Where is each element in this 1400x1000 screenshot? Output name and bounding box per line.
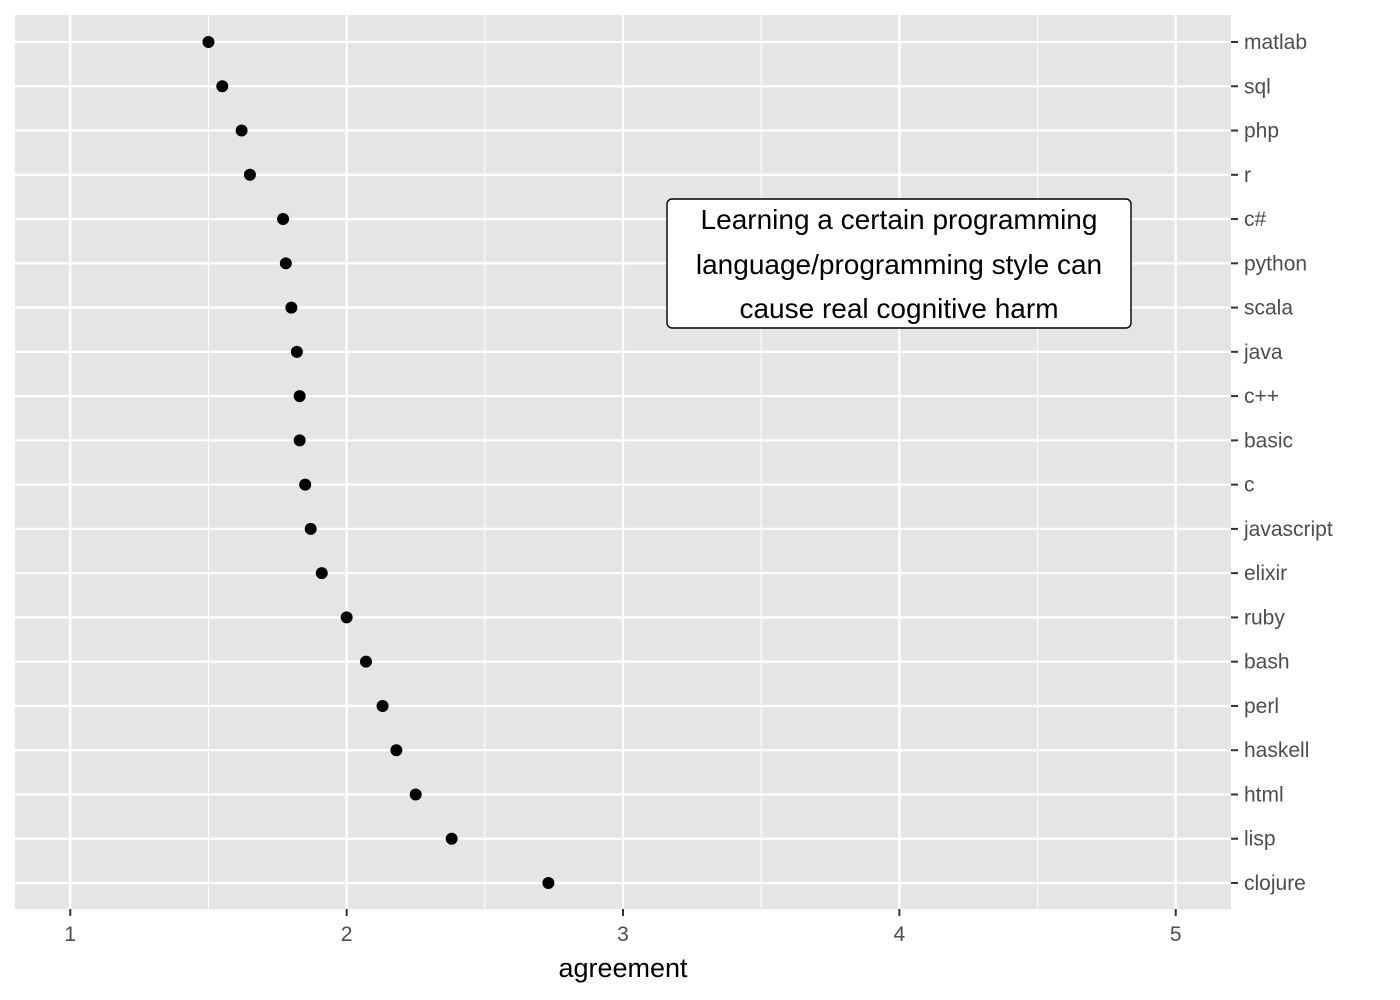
x-tick-label: 3 [617, 923, 629, 946]
y-tick-label: python [1244, 252, 1307, 275]
y-tick-label: javascript [1243, 518, 1333, 541]
data-point [542, 877, 555, 889]
y-tick-label: c# [1244, 208, 1267, 231]
data-point [202, 36, 215, 48]
y-tick-label: scala [1244, 297, 1293, 320]
data-point [243, 168, 256, 181]
grid-minor [207, 15, 1039, 909]
y-tick-label: r [1244, 164, 1251, 187]
data-points [202, 36, 555, 889]
annotation-line-3: cause real cognitive harm [739, 293, 1058, 324]
y-tick-label: matlab [1244, 31, 1307, 54]
annotation-line-2: language/programming style can [696, 249, 1102, 280]
y-tick-label: php [1244, 120, 1279, 143]
y-tick-label: clojure [1244, 872, 1306, 895]
data-point [445, 832, 458, 845]
y-tick-label: perl [1244, 695, 1279, 718]
annotation-line-1: Learning a certain programming [701, 204, 1098, 235]
y-tick-label: bash [1244, 651, 1290, 674]
y-tick-label: ruby [1244, 606, 1285, 629]
data-point [409, 788, 422, 801]
data-point [299, 478, 312, 491]
grid-major [15, 15, 1231, 909]
y-tick-label: sql [1244, 75, 1271, 98]
annotation-box: Learning a certain programming language/… [666, 198, 1132, 329]
data-point [290, 345, 303, 358]
y-tick-label: c [1244, 474, 1255, 497]
y-tick-label: basic [1244, 429, 1293, 452]
x-tick-label: 4 [894, 923, 906, 946]
data-point [285, 301, 298, 314]
data-point [359, 655, 372, 668]
data-point [315, 567, 328, 580]
data-point [235, 124, 248, 137]
data-point [293, 434, 306, 447]
y-tick-label: lisp [1244, 828, 1276, 851]
data-point [390, 744, 403, 757]
annotation-frame [666, 198, 1132, 329]
y-tick-label: elixir [1244, 562, 1287, 585]
y-axis: matlab sql php r c# python scala java c++ basic cj… [1231, 31, 1333, 895]
y-tick-label: html [1244, 783, 1284, 806]
x-axis: 1 2 3 4 5 [64, 909, 1182, 946]
y-tick-label: java [1243, 341, 1283, 364]
y-tick-label: haskell [1244, 739, 1309, 762]
data-point [277, 213, 290, 226]
x-tick-label: 5 [1170, 923, 1182, 946]
data-point [304, 522, 317, 535]
x-axis-title: agreement [558, 953, 688, 983]
data-point [216, 80, 229, 93]
data-point [293, 390, 306, 403]
y-tick-label: c++ [1244, 385, 1279, 408]
x-tick-label: 1 [64, 923, 76, 946]
data-point [279, 257, 292, 270]
x-tick-label: 2 [341, 923, 353, 946]
data-point [376, 699, 389, 712]
data-point [340, 611, 353, 624]
